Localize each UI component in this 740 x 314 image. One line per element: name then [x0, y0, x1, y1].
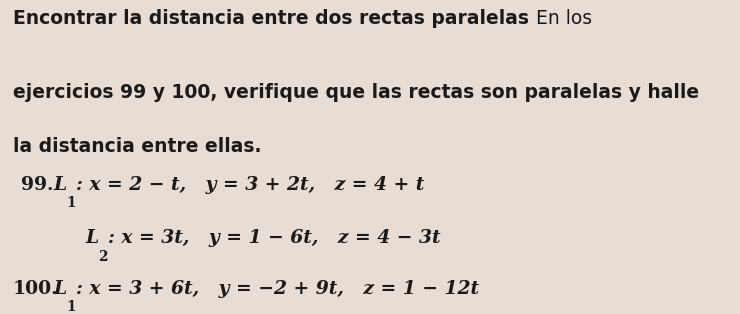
Text: : x = 2 − t,   y = 3 + 2t,   z = 4 + t: : x = 2 − t, y = 3 + 2t, z = 4 + t [76, 176, 424, 194]
Text: L: L [53, 176, 67, 194]
Text: : x = 3 + 6t,   y = −2 + 9t,   z = 1 − 12t: : x = 3 + 6t, y = −2 + 9t, z = 1 − 12t [76, 279, 479, 298]
Text: 1: 1 [67, 300, 76, 314]
Text: : x = 3t,   y = 1 − 6t,   z = 4 − 3t: : x = 3t, y = 1 − 6t, z = 4 − 3t [108, 229, 440, 247]
Text: En los: En los [536, 9, 592, 29]
Text: 99.: 99. [21, 176, 53, 194]
Text: 100.: 100. [13, 279, 58, 298]
Text: 2: 2 [98, 250, 108, 264]
Text: la distancia entre ellas.: la distancia entre ellas. [13, 137, 261, 156]
Text: L: L [85, 229, 98, 247]
Text: L: L [53, 279, 67, 298]
Text: 1: 1 [67, 196, 76, 210]
Text: ejercicios 99 y 100, verifique que las rectas son paralelas y halle: ejercicios 99 y 100, verifique que las r… [13, 83, 699, 102]
Text: Encontrar la distancia entre dos rectas paralelas: Encontrar la distancia entre dos rectas … [13, 9, 528, 29]
